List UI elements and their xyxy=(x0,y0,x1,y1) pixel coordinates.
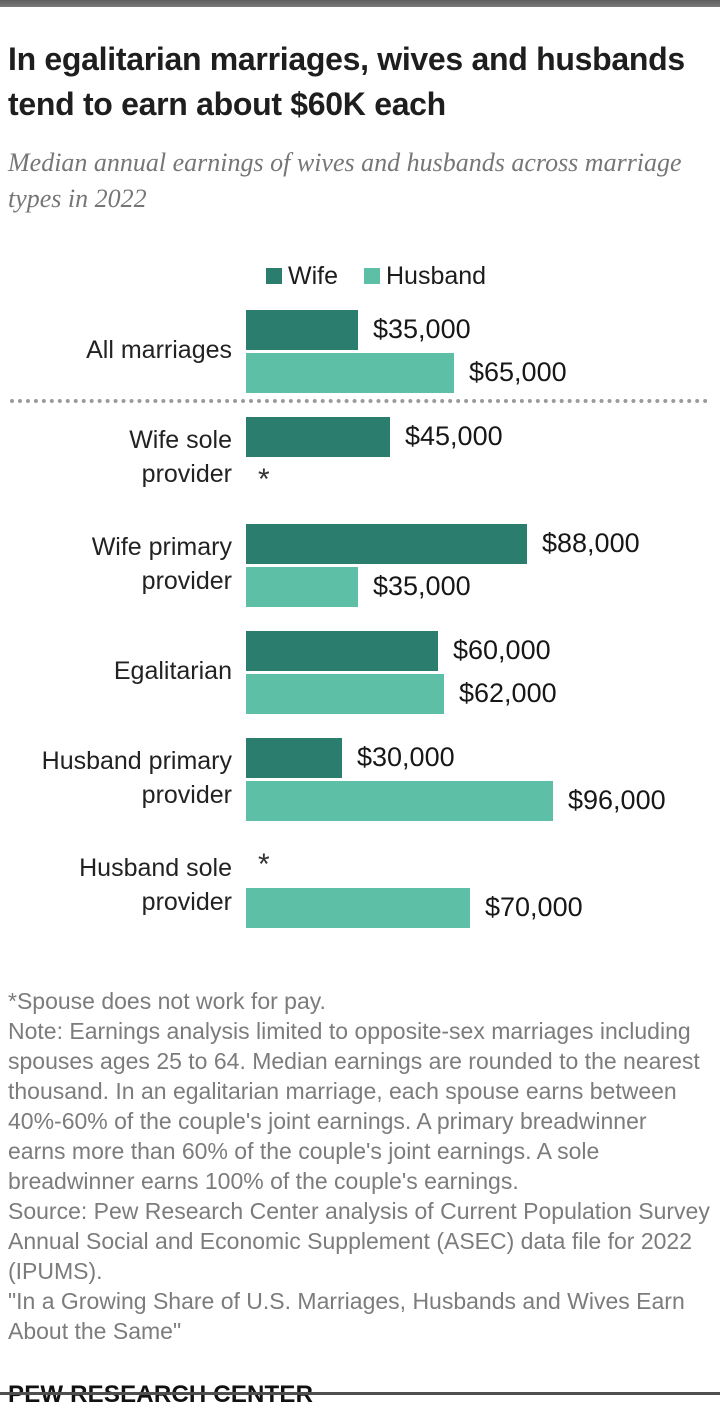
husband-bar-slot: $70,000 xyxy=(246,887,710,928)
wife-bar xyxy=(246,523,527,564)
bar-value-label: $96,000 xyxy=(568,785,666,816)
legend-item-wife: Wife xyxy=(266,262,338,291)
wife-legend-swatch-icon xyxy=(266,268,282,285)
no-earnings-asterisk: * xyxy=(258,847,270,881)
wife-bar-slot: * xyxy=(246,845,710,885)
husband-bar-slot: $62,000 xyxy=(246,673,710,714)
husband-bar xyxy=(246,673,444,714)
husband-legend-swatch-icon xyxy=(364,268,380,285)
separator-line xyxy=(10,398,708,403)
bar-value-label: $70,000 xyxy=(485,892,583,923)
chart-group: Wife sole provider $45,000 * xyxy=(8,416,710,500)
bars-column: $35,000 $65,000 xyxy=(246,309,710,393)
bar-value-label: $62,000 xyxy=(459,678,557,709)
bar-value-label: $35,000 xyxy=(373,314,471,345)
chart-notes: *Spouse does not work for pay. Note: Ear… xyxy=(8,986,710,1346)
wife-bar-slot: $35,000 xyxy=(246,309,710,350)
chart-groups: All marriages $35,000 $65,000 Wife sole pro… xyxy=(8,309,710,928)
chart-legend: Wife Husband xyxy=(266,262,710,291)
page-title: In egalitarian marriages, wives and husb… xyxy=(8,41,685,123)
husband-bar xyxy=(246,887,470,928)
wife-bar xyxy=(246,416,390,457)
wife-bar-slot: $45,000 xyxy=(246,416,710,457)
bar-value-label: $45,000 xyxy=(405,421,503,452)
category-label: Wife sole provider xyxy=(129,426,232,489)
bar-value-label: $60,000 xyxy=(453,635,551,666)
category-label: All marriages xyxy=(86,336,232,365)
bar-value-label: $30,000 xyxy=(357,742,455,773)
legend-item-husband: Husband xyxy=(364,262,486,291)
wife-bar xyxy=(246,309,358,350)
source-note: Source: Pew Research Center analysis of … xyxy=(8,1197,710,1284)
bars-column: $88,000 $35,000 xyxy=(246,523,710,607)
bars-column: * $70,000 xyxy=(246,845,710,928)
no-earnings-asterisk: * xyxy=(258,462,270,496)
bars-column: $60,000 $62,000 xyxy=(246,630,710,714)
husband-bar-slot: $96,000 xyxy=(246,780,710,821)
category-label: Husband sole provider xyxy=(79,854,232,917)
chart-group: Wife primary provider $88,000 $35,000 xyxy=(8,523,710,607)
legend-label-husband: Husband xyxy=(386,261,487,290)
wife-bar xyxy=(246,630,438,671)
wife-bar-slot: $88,000 xyxy=(246,523,710,564)
report-title-quote: "In a Growing Share of U.S. Marriages, H… xyxy=(8,1287,685,1344)
bar-value-label: $65,000 xyxy=(469,357,567,388)
methodology-note: Note: Earnings analysis limited to oppos… xyxy=(8,1017,700,1194)
husband-bar xyxy=(246,566,358,607)
husband-bar xyxy=(246,352,454,393)
bars-column: $45,000 * xyxy=(246,416,710,500)
husband-bar-slot: $65,000 xyxy=(246,352,710,393)
category-label: Egalitarian xyxy=(113,657,232,686)
chart-group: Egalitarian $60,000 $62,000 xyxy=(8,630,710,714)
husband-bar xyxy=(246,780,553,821)
chart-group: Husband primary provider $30,000 $96,000 xyxy=(8,737,710,821)
category-label: Husband primary provider xyxy=(41,747,232,810)
chart-group: All marriages $35,000 $65,000 xyxy=(8,309,710,393)
husband-bar-slot: $35,000 xyxy=(246,566,710,607)
wife-bar xyxy=(246,737,342,778)
legend-label-wife: Wife xyxy=(288,261,338,290)
bar-value-label: $88,000 xyxy=(542,528,640,559)
bars-column: $30,000 $96,000 xyxy=(246,737,710,821)
chart-card: In egalitarian marriages, wives and husb… xyxy=(0,37,720,1409)
window-top-border xyxy=(0,0,720,7)
wife-bar-slot: $30,000 xyxy=(246,737,710,778)
chart-group: Husband sole provider * $70,000 xyxy=(8,845,710,928)
window-bottom-border xyxy=(0,1392,720,1395)
bar-value-label: $35,000 xyxy=(373,571,471,602)
wife-bar-slot: $60,000 xyxy=(246,630,710,671)
husband-bar-slot: * xyxy=(246,460,710,500)
asterisk-footnote: *Spouse does not work for pay. xyxy=(8,987,326,1014)
chart-subtitle: Median annual earnings of wives and husb… xyxy=(8,147,682,214)
category-label: Wife primary provider xyxy=(91,533,232,596)
